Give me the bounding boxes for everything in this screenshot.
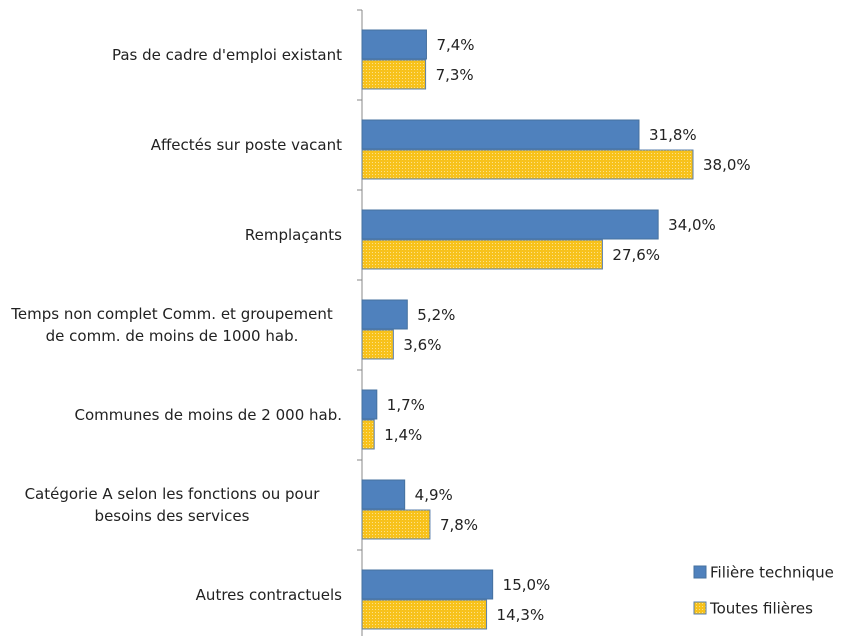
bar xyxy=(361,569,494,600)
bar xyxy=(361,419,375,450)
category-label: Communes de moins de 2 000 hab. xyxy=(74,406,342,424)
bar xyxy=(361,119,640,150)
bar xyxy=(361,509,431,540)
value-label: 38,0% xyxy=(703,156,751,174)
bar xyxy=(361,209,659,240)
value-label: 7,4% xyxy=(436,36,474,54)
value-label: 1,4% xyxy=(384,426,422,444)
legend-label: Toutes filières xyxy=(709,600,813,618)
category-label-box: Remplaçants xyxy=(2,190,342,280)
bar xyxy=(361,149,694,180)
value-label: 7,8% xyxy=(440,516,478,534)
category-label: Remplaçants xyxy=(244,226,342,244)
value-label: 7,3% xyxy=(436,66,474,84)
bar xyxy=(361,29,427,60)
value-label: 5,2% xyxy=(417,306,455,324)
category-label-box: Pas de cadre d'emploi existant xyxy=(2,10,342,100)
category-label: Temps non complet Comm. et groupement de… xyxy=(11,305,333,345)
legend-swatch xyxy=(693,565,707,579)
value-label: 4,9% xyxy=(415,486,453,504)
legend-swatch xyxy=(693,601,707,615)
category-label: Pas de cadre d'emploi existant xyxy=(111,46,342,64)
value-label: 31,8% xyxy=(649,126,697,144)
category-label-box: Communes de moins de 2 000 hab. xyxy=(2,370,342,460)
category-label: Autres contractuels xyxy=(195,586,342,604)
category-label-box: Autres contractuels xyxy=(2,550,342,638)
value-label: 14,3% xyxy=(497,606,545,624)
bar xyxy=(361,239,603,270)
value-label: 15,0% xyxy=(503,576,551,594)
value-label: 1,7% xyxy=(387,396,425,414)
bar xyxy=(361,59,427,90)
bar xyxy=(361,329,394,360)
value-label: 27,6% xyxy=(612,246,660,264)
category-label-box: Temps non complet Comm. et groupement de… xyxy=(2,280,342,370)
category-label: Affectés sur poste vacant xyxy=(150,136,342,154)
category-label-box: Catégorie A selon les fonctions ou pour … xyxy=(2,460,342,550)
bar xyxy=(361,479,406,510)
category-label: Catégorie A selon les fonctions ou pour … xyxy=(24,485,320,525)
bar xyxy=(361,599,488,630)
value-label: 34,0% xyxy=(668,216,716,234)
bar xyxy=(361,389,378,420)
value-label: 3,6% xyxy=(403,336,441,354)
bar xyxy=(361,299,408,330)
legend-label: Filière technique xyxy=(710,564,834,582)
category-label-box: Affectés sur poste vacant xyxy=(2,100,342,190)
